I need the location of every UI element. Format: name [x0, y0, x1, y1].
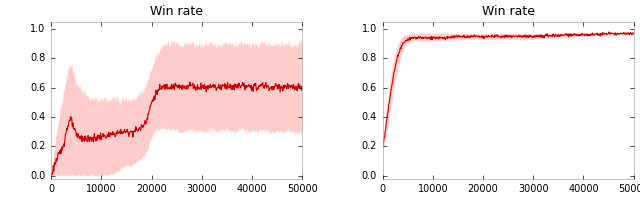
Title: Win rate: Win rate: [481, 5, 534, 18]
Title: Win rate: Win rate: [150, 5, 204, 18]
